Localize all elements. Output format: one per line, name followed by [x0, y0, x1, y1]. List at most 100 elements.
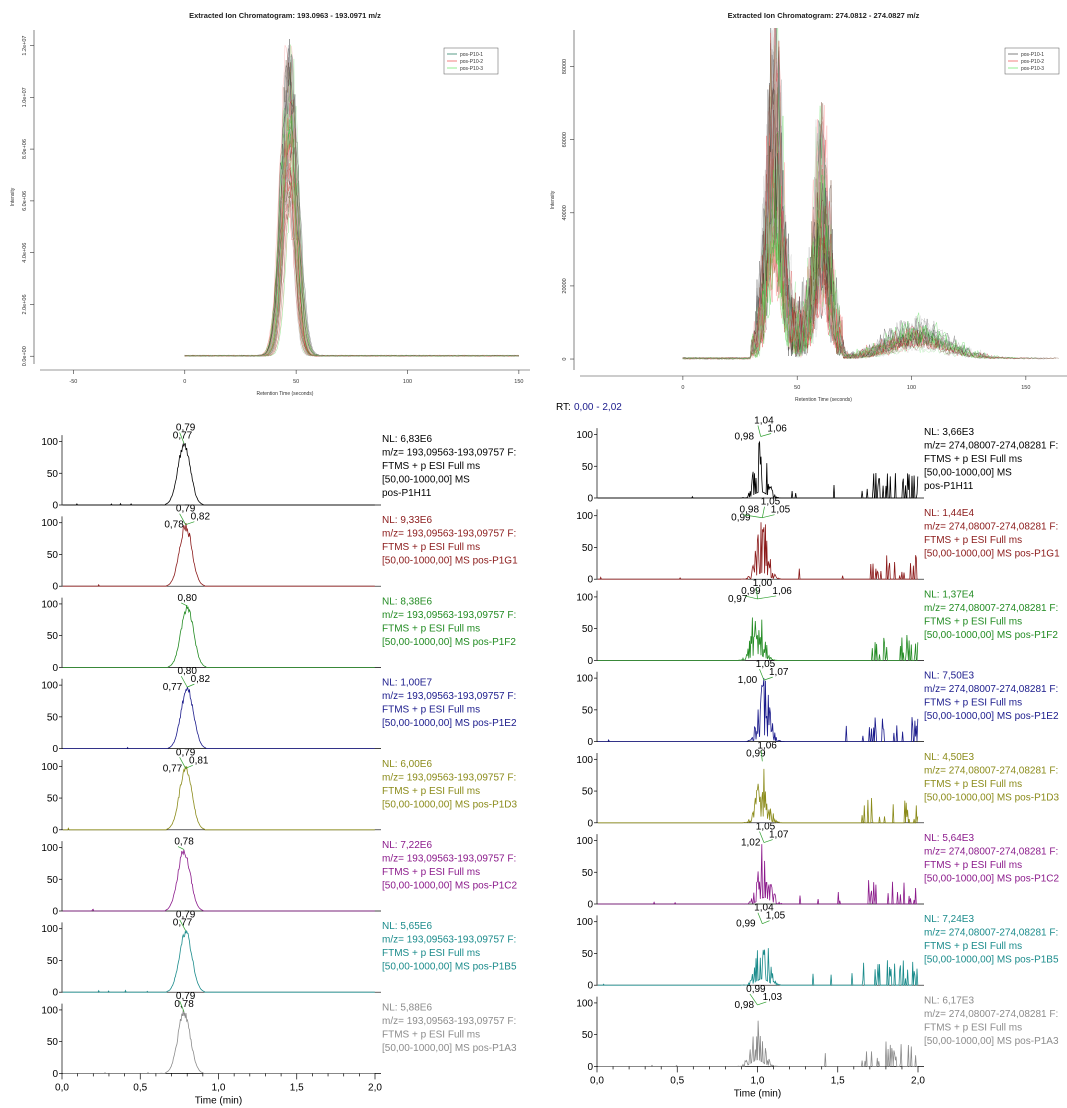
xcal-peak-label: 1,07 [769, 667, 789, 678]
xcal-x-tick-label: 1,5 [831, 1075, 845, 1086]
xcal-y-tick-label: 100 [41, 599, 58, 610]
eic-trace-line [184, 182, 519, 357]
xcal-trace-panel: 0 50 100 0,99 1,041,05 NL: 7,24E3 m/z= 274,080… [576, 903, 1059, 992]
eic-trace-line [184, 45, 519, 357]
xcal-trace-panel: 0 50 100 1,00 1,051,07 NL: 7,50E3 m/z= 274,080… [576, 659, 1059, 748]
eic-x-tick-label: 150 [1021, 385, 1030, 391]
xcal-peak-marker [761, 506, 765, 518]
xcal-trace-line [62, 686, 375, 749]
xcal-peak-marker [756, 587, 758, 599]
xcal-info-line: NL: 6,00E6 [382, 759, 432, 770]
eic-trace-line [184, 154, 519, 357]
xcal-y-tick-label: 0 [587, 981, 593, 992]
xcal-peak-marker [762, 514, 775, 519]
eic-trace-line [682, 174, 1057, 360]
eic-y-label: Intensity [10, 187, 16, 206]
xcal-trace-panel: 0 50 100 0,98 0,991,03 NL: 6,17E3 m/z= 274,080… [576, 984, 1059, 1073]
eic-trace-line [682, 178, 1006, 360]
eic-title: Extracted Ion Chromatogram: 193.0963 - 1… [189, 11, 381, 20]
eic-trace-line [184, 200, 519, 357]
eic-trace-line [184, 177, 519, 357]
xcal-peak-label: 1,05 [766, 911, 786, 922]
xcal-info-line: NL: 5,88E6 [382, 1002, 432, 1013]
eic-trace-line [184, 107, 520, 357]
eic-trace-line [184, 171, 519, 357]
xcal-info-line: FTMS + p ESI Full ms [924, 860, 1022, 871]
xcal-info-line: NL: 7,24E3 [924, 914, 974, 925]
xcal-y-tick-label: 50 [582, 543, 594, 554]
xcal-trace-line [597, 440, 919, 499]
xcal-peak-marker [757, 425, 762, 437]
xcal-peak-marker [179, 432, 185, 444]
eic-trace-line [184, 95, 519, 357]
eic-trace-line [184, 148, 519, 357]
xcal-info-line: NL: 7,50E3 [924, 671, 974, 682]
eic-trace-line [184, 44, 519, 357]
eic-trace-line [682, 170, 1037, 360]
xcal-peak-label: 0,77 [173, 431, 193, 442]
xcal-peak-marker [760, 433, 772, 437]
eic-trace-line [682, 132, 1015, 360]
eic-trace-line [184, 38, 519, 357]
xcal-info-line: FTMS + p ESI Full ms [924, 698, 1022, 709]
xcal-y-tick-label: 50 [47, 550, 59, 561]
xcal-info-line: m/z= 274,08007-274,08281 F: [924, 765, 1058, 776]
xcal-info-line: [50,00-1000,00] MS pos-P1D3 [382, 799, 518, 810]
eic-trace-line [184, 55, 519, 357]
xcal-x-tick-label: 0,5 [670, 1075, 684, 1086]
eic-trace-line [682, 151, 1021, 360]
xcal-y-tick-label: 50 [47, 794, 59, 805]
xcal-peak-label: 0,79 [176, 504, 196, 515]
xcal-peak-marker [177, 846, 185, 850]
xcal-y-tick-label: 100 [576, 755, 593, 766]
xcal-info-line: NL: 8,38E6 [382, 596, 432, 607]
xcal-peak-label: 1,02 [741, 838, 761, 849]
eic-trace-line [184, 118, 519, 357]
eic-trace-line [184, 194, 519, 357]
xcal-info-line: m/z= 193,09563-193,09757 F: [382, 772, 516, 783]
xcal-trace-line [597, 617, 919, 661]
xcal-x-label: Time (min) [195, 1095, 242, 1106]
eic-trace-line [184, 62, 519, 357]
xcal-peak-label: 0,97 [728, 594, 748, 605]
eic-legend-label: pos-P10-1 [460, 52, 483, 58]
xcal-y-tick-label: 100 [41, 924, 58, 935]
xcal-x-tick-label: 1,0 [212, 1082, 226, 1093]
eic-y-tick-label: 2.0e+06 [22, 294, 28, 314]
xcal-info-line: FTMS + p ESI Full ms [382, 786, 480, 797]
eic-y-tick-label: 20000 [562, 278, 568, 293]
xcal-peak-label: 0,79 [176, 910, 196, 921]
xcal-peak-label: 0,79 [176, 423, 196, 434]
xcal-info-line: FTMS + p ESI Full ms [924, 535, 1022, 546]
xcal-x-label: Time (min) [734, 1088, 781, 1099]
eic-traces [682, 28, 1059, 360]
xcal-peak-label: 0,79 [176, 991, 196, 1002]
xcal-trace-line [62, 929, 375, 993]
xcal-y-tick-label: 0 [587, 575, 593, 586]
xcal-info-line: FTMS + p ESI Full ms [382, 461, 480, 472]
xcal-info-line: pos-P1H11 [382, 488, 432, 499]
xcal-trace-panel: 0 50 100 0,80 NL: 8,38E6 m/z= 193,09563-193,0… [41, 593, 516, 674]
xcal-trace-panel: 0 50 100 0,98 1,041,06 NL: 3,66E3 m/z= 274,080… [576, 416, 1058, 505]
eic-x-tick-label: 0 [183, 379, 186, 385]
xcal-info-line: [50,00-1000,00] MS pos-P1E2 [382, 718, 517, 729]
xcal-info-line: m/z= 193,09563-193,09757 F: [382, 448, 516, 459]
xcal-info-line: FTMS + p ESI Full ms [924, 779, 1022, 790]
xcal-y-tick-label: 0 [52, 825, 58, 836]
xcal-info-line: m/z= 274,08007-274,08281 F: [924, 1009, 1058, 1020]
eic-trace-line [184, 72, 519, 357]
xcal-info-line: NL: 1,44E4 [924, 508, 974, 519]
xcal-y-tick-label: 0 [52, 744, 58, 755]
xcal-y-tick-label: 100 [41, 518, 58, 529]
xcal-x-tick-label: 1,5 [290, 1082, 304, 1093]
eic-panel-1: Extracted Ion Chromatogram: 193.0963 - 1… [10, 11, 530, 397]
eic-trace-line [184, 91, 520, 357]
eic-y-tick-label: 4.0e+06 [22, 243, 28, 263]
eic-trace-line [184, 149, 519, 357]
eic-legend-label: pos-P10-2 [460, 59, 483, 65]
xcal-peak-marker [179, 513, 186, 525]
xcal-peak-marker [179, 757, 186, 769]
